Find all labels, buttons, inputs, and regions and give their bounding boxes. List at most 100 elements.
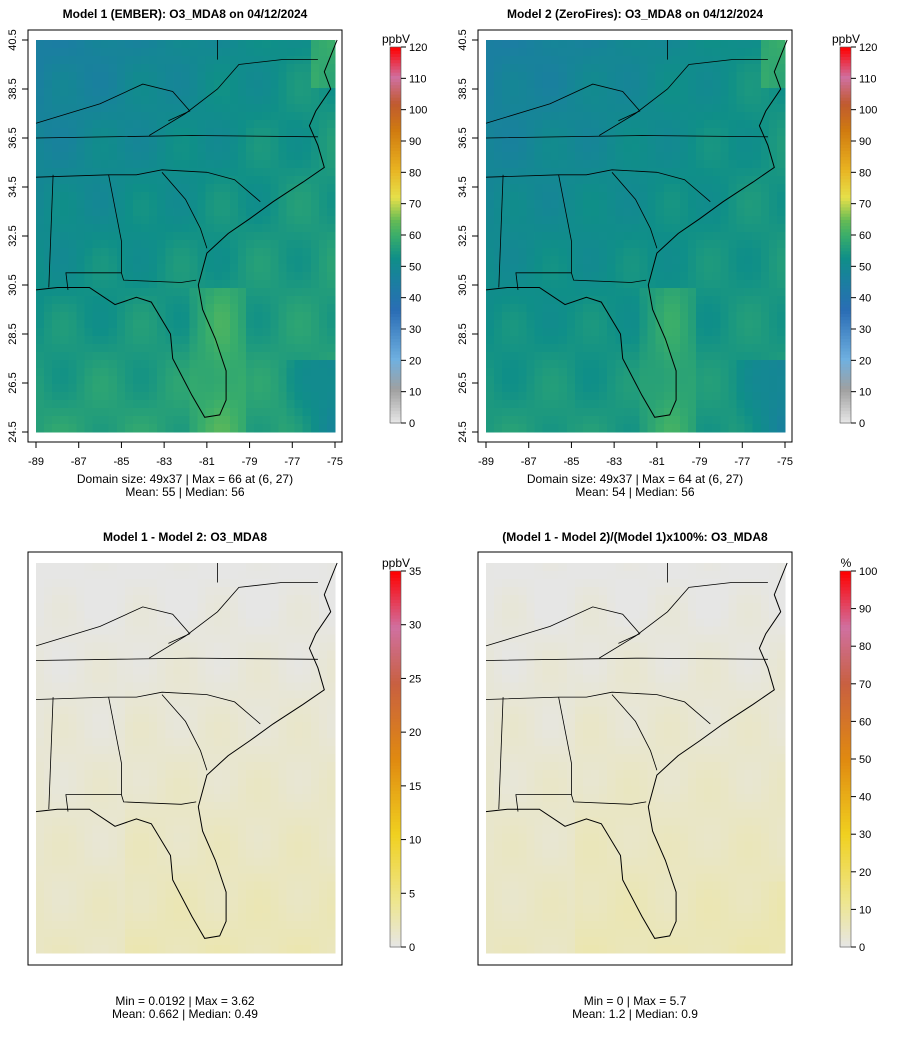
raster-cell xyxy=(278,594,288,604)
raster-cell xyxy=(76,618,85,628)
raster-cell xyxy=(213,602,223,612)
raster-cell xyxy=(679,352,689,361)
raster-cell xyxy=(76,176,85,185)
raster-cell xyxy=(599,80,608,89)
raster-cell xyxy=(141,304,150,313)
raster-cell xyxy=(631,200,641,209)
raster-cell xyxy=(181,610,191,620)
raster-cell xyxy=(254,586,263,596)
raster-cell xyxy=(173,272,182,281)
raster-cell xyxy=(229,72,239,81)
raster-cell xyxy=(526,248,535,257)
raster-cell xyxy=(768,408,778,417)
raster-cell xyxy=(189,690,199,699)
raster-cell xyxy=(213,112,223,121)
raster-cell xyxy=(760,96,770,105)
raster-cell xyxy=(116,232,126,241)
raster-cell xyxy=(173,352,182,361)
raster-cell xyxy=(510,312,519,321)
raster-cell xyxy=(631,320,641,329)
raster-cell xyxy=(92,328,102,337)
raster-cell xyxy=(181,200,191,209)
raster-cell xyxy=(728,416,738,425)
raster-cell xyxy=(213,400,223,409)
colorbar-segment xyxy=(390,78,401,83)
raster-cell xyxy=(270,224,279,233)
raster-cell xyxy=(229,120,239,129)
raster-cell xyxy=(44,192,53,201)
raster-cell xyxy=(534,392,544,401)
raster-cell xyxy=(752,104,762,113)
raster-cell xyxy=(310,112,320,121)
raster-cell xyxy=(197,674,207,683)
raster-cell xyxy=(254,698,263,707)
raster-cell xyxy=(566,216,576,225)
raster-cell xyxy=(550,112,560,121)
raster-cell xyxy=(92,650,102,660)
raster-cell xyxy=(238,152,247,161)
raster-cell xyxy=(599,352,608,361)
raster-cell xyxy=(262,152,271,161)
raster-cell xyxy=(599,144,608,153)
raster-cell xyxy=(776,224,786,233)
colorbar-segment xyxy=(840,310,851,314)
raster-cell xyxy=(141,72,150,81)
raster-cell xyxy=(246,304,255,313)
raster-cell xyxy=(510,88,519,97)
raster-cell xyxy=(526,392,535,401)
raster-cell xyxy=(502,208,511,217)
x-tick-label: -83 xyxy=(606,456,622,468)
x-tick-label: -87 xyxy=(521,456,537,468)
raster-cell xyxy=(486,128,495,137)
raster-cell xyxy=(197,424,207,433)
raster-cell xyxy=(68,80,77,89)
raster-cell xyxy=(728,160,738,169)
state-border xyxy=(571,272,647,283)
raster-cell xyxy=(486,80,495,89)
raster-cell xyxy=(326,144,336,153)
raster-cell xyxy=(310,160,320,169)
raster-cell xyxy=(262,682,271,691)
raster-cell xyxy=(768,200,778,209)
raster-cell xyxy=(679,192,689,201)
raster-cell xyxy=(100,240,110,249)
raster-cell xyxy=(494,368,503,377)
raster-cell xyxy=(696,360,705,369)
raster-cell xyxy=(173,312,182,321)
raster-cell xyxy=(213,578,223,588)
raster-cell xyxy=(518,72,527,81)
raster-cell xyxy=(639,144,649,153)
raster-cell xyxy=(132,416,142,425)
raster-cell xyxy=(286,746,296,755)
raster-cell xyxy=(76,594,85,604)
raster-cell xyxy=(736,128,746,137)
raster-cell xyxy=(238,674,247,683)
raster-cell xyxy=(278,264,288,273)
raster-cell xyxy=(165,48,174,57)
raster-cell xyxy=(36,714,45,723)
raster-cell xyxy=(124,128,134,137)
raster-cell xyxy=(591,240,600,249)
raster-cell xyxy=(591,408,600,417)
raster-cell xyxy=(149,706,158,715)
raster-cell xyxy=(278,280,288,289)
raster-cell xyxy=(655,288,665,297)
raster-cell xyxy=(526,144,535,153)
raster-cell xyxy=(149,344,158,353)
raster-cell xyxy=(736,256,746,265)
raster-cell xyxy=(752,296,762,305)
raster-cell xyxy=(286,626,296,636)
raster-cell xyxy=(52,658,61,667)
raster-cell xyxy=(76,586,85,596)
raster-cell xyxy=(663,312,673,321)
raster-cell xyxy=(655,120,665,129)
raster-cell xyxy=(189,408,199,417)
raster-cell xyxy=(36,184,45,193)
raster-cell xyxy=(704,224,713,233)
raster-cell xyxy=(647,112,657,121)
raster-cell xyxy=(44,200,53,209)
raster-cell xyxy=(720,248,729,257)
raster-cell xyxy=(615,136,624,145)
raster-cell xyxy=(132,618,142,628)
raster-cell xyxy=(157,578,166,588)
